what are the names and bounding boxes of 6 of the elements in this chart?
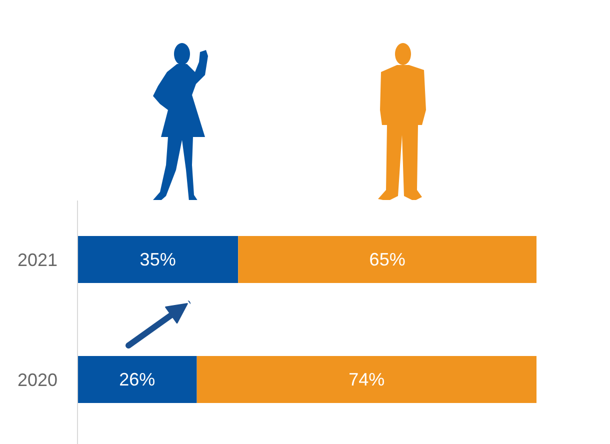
data-label: 35% (140, 250, 176, 270)
data-label: 26% (119, 370, 156, 390)
y-tick-label: 2020 (17, 370, 58, 390)
data-label: 65% (369, 250, 406, 270)
y-tick-label: 2021 (17, 250, 58, 270)
data-label: 74% (348, 370, 385, 390)
